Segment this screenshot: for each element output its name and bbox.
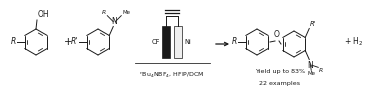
Text: R': R'	[70, 38, 78, 47]
Text: R: R	[11, 38, 16, 47]
Text: N: N	[307, 61, 313, 69]
Text: Me: Me	[308, 71, 316, 76]
Bar	[162, 26, 170, 58]
Text: + H$_2$: + H$_2$	[344, 36, 364, 48]
Text: CF: CF	[152, 39, 160, 45]
Text: R: R	[231, 38, 237, 47]
Text: +: +	[64, 37, 72, 47]
Text: $^n$Bu$_4$NBF$_4$, HFIP/DCM: $^n$Bu$_4$NBF$_4$, HFIP/DCM	[139, 70, 205, 79]
Text: OH: OH	[37, 10, 49, 19]
Text: 22 examples: 22 examples	[259, 80, 301, 86]
Text: R: R	[102, 10, 106, 15]
Text: R: R	[319, 68, 324, 73]
Text: Me: Me	[122, 10, 130, 15]
Text: Yield up to 83%: Yield up to 83%	[255, 69, 305, 75]
Text: R': R'	[310, 22, 317, 28]
Text: O: O	[274, 30, 280, 39]
Bar	[174, 26, 182, 58]
Text: N: N	[112, 17, 117, 25]
Text: Ni: Ni	[184, 39, 191, 45]
